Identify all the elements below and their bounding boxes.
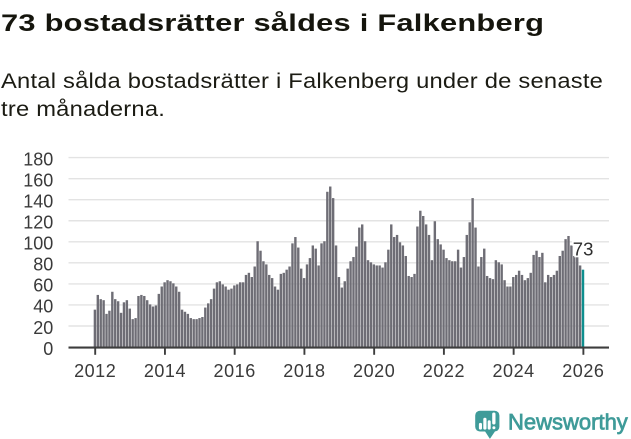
svg-text:2012: 2012 xyxy=(74,361,116,381)
svg-text:160: 160 xyxy=(23,170,53,190)
svg-text:2022: 2022 xyxy=(423,361,465,381)
svg-text:40: 40 xyxy=(33,297,53,317)
svg-text:2016: 2016 xyxy=(214,361,256,381)
svg-text:120: 120 xyxy=(23,213,53,233)
svg-text:2018: 2018 xyxy=(283,361,325,381)
svg-text:60: 60 xyxy=(33,276,53,296)
svg-text:73: 73 xyxy=(573,238,594,259)
svg-text:2014: 2014 xyxy=(144,361,186,381)
svg-text:100: 100 xyxy=(23,234,53,254)
svg-text:2020: 2020 xyxy=(353,361,395,381)
svg-text:Newsworthy: Newsworthy xyxy=(508,410,628,435)
svg-text:140: 140 xyxy=(23,191,53,211)
svg-text:0: 0 xyxy=(43,339,53,359)
svg-text:2026: 2026 xyxy=(562,361,604,381)
svg-text:2024: 2024 xyxy=(493,361,535,381)
svg-text:20: 20 xyxy=(33,318,53,338)
svg-text:180: 180 xyxy=(23,149,53,169)
svg-text:80: 80 xyxy=(33,255,53,275)
